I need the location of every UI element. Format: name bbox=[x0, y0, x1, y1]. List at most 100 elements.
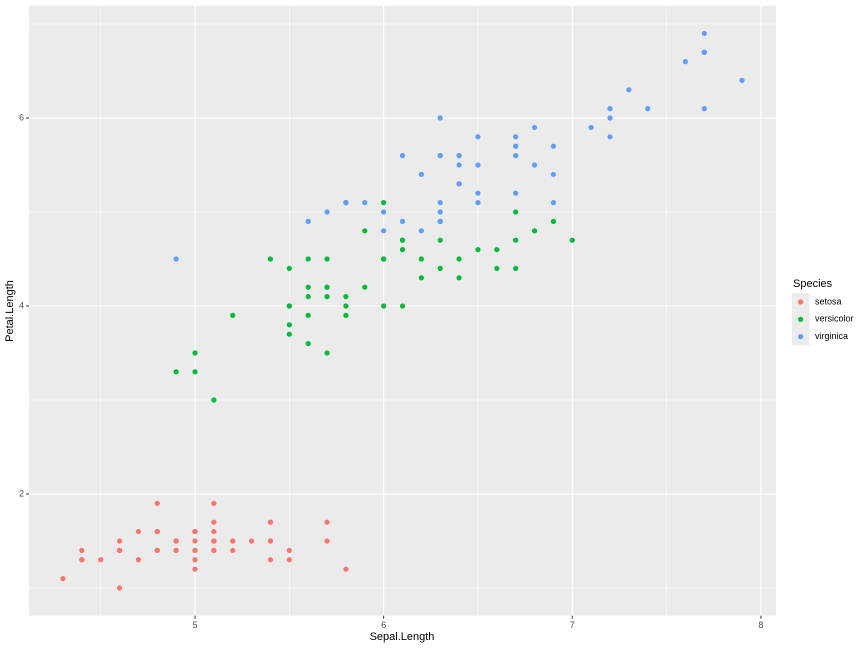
point bbox=[381, 303, 387, 309]
point bbox=[475, 162, 481, 168]
point bbox=[267, 256, 274, 262]
point bbox=[645, 106, 651, 112]
point bbox=[211, 519, 217, 525]
point bbox=[286, 547, 292, 553]
point bbox=[607, 115, 613, 121]
point bbox=[418, 171, 424, 178]
point bbox=[739, 77, 745, 84]
point bbox=[211, 397, 217, 403]
point bbox=[192, 369, 198, 375]
x-tick-label: 6 bbox=[381, 620, 386, 630]
legend-label: versicolor bbox=[815, 314, 854, 324]
y-axis-label: Petal.Length bbox=[4, 280, 16, 342]
point bbox=[381, 256, 387, 262]
point bbox=[135, 528, 142, 535]
point bbox=[494, 265, 500, 272]
point bbox=[513, 265, 519, 272]
point bbox=[116, 538, 123, 544]
point bbox=[418, 275, 424, 281]
point bbox=[550, 218, 557, 225]
point bbox=[343, 294, 349, 300]
y-tick-label: 2 bbox=[19, 488, 24, 498]
point bbox=[60, 575, 66, 582]
point bbox=[456, 162, 462, 168]
point bbox=[513, 143, 519, 149]
point bbox=[550, 200, 557, 206]
point bbox=[305, 340, 311, 347]
point bbox=[588, 124, 594, 131]
point bbox=[531, 162, 538, 168]
point bbox=[305, 256, 311, 262]
point bbox=[399, 237, 406, 243]
point bbox=[286, 265, 292, 272]
point bbox=[192, 566, 198, 572]
point bbox=[607, 134, 613, 140]
y-tick-label: 4 bbox=[19, 300, 24, 310]
point bbox=[399, 153, 406, 159]
point bbox=[475, 190, 481, 196]
point bbox=[550, 171, 557, 178]
point bbox=[437, 153, 443, 159]
point bbox=[343, 312, 349, 318]
point bbox=[475, 247, 481, 253]
point bbox=[173, 256, 179, 262]
point bbox=[456, 275, 462, 281]
point bbox=[324, 519, 330, 525]
point bbox=[437, 218, 443, 225]
point bbox=[343, 200, 349, 206]
point bbox=[437, 200, 443, 206]
point bbox=[79, 557, 85, 563]
point bbox=[381, 228, 387, 234]
point bbox=[267, 538, 274, 544]
point bbox=[399, 247, 406, 253]
point bbox=[286, 331, 292, 337]
point bbox=[607, 106, 613, 112]
point bbox=[286, 322, 292, 328]
point bbox=[192, 557, 198, 563]
legend-marker bbox=[798, 334, 804, 340]
point bbox=[192, 538, 198, 544]
legend-marker bbox=[798, 299, 804, 305]
point bbox=[456, 181, 462, 187]
point bbox=[305, 284, 311, 290]
point bbox=[513, 209, 519, 215]
point bbox=[211, 528, 217, 535]
point bbox=[513, 134, 519, 140]
point bbox=[362, 284, 368, 290]
legend-label: virginica bbox=[815, 331, 848, 341]
point bbox=[531, 228, 538, 234]
point bbox=[437, 265, 443, 272]
x-axis-label: Sepal.Length bbox=[370, 631, 435, 643]
point bbox=[343, 303, 349, 309]
point bbox=[79, 547, 85, 553]
point bbox=[437, 237, 443, 243]
point bbox=[418, 256, 424, 262]
legend-marker bbox=[798, 316, 804, 322]
point bbox=[116, 547, 123, 553]
point bbox=[456, 256, 462, 262]
point bbox=[550, 143, 557, 149]
point bbox=[173, 547, 179, 553]
point bbox=[381, 200, 387, 206]
y-tick-label: 6 bbox=[19, 112, 24, 122]
point bbox=[116, 585, 123, 591]
point bbox=[135, 557, 142, 563]
point bbox=[494, 247, 500, 253]
point bbox=[418, 228, 424, 234]
point bbox=[399, 303, 406, 309]
plot-panel bbox=[29, 5, 776, 616]
point bbox=[192, 350, 198, 356]
point bbox=[513, 237, 519, 243]
point bbox=[324, 209, 330, 215]
point bbox=[154, 500, 160, 506]
point bbox=[437, 209, 443, 215]
point bbox=[324, 350, 330, 356]
point bbox=[362, 228, 368, 234]
point bbox=[569, 237, 575, 243]
point bbox=[324, 538, 330, 544]
point bbox=[154, 528, 160, 535]
point bbox=[626, 87, 632, 93]
point bbox=[192, 528, 198, 535]
point bbox=[701, 30, 707, 37]
